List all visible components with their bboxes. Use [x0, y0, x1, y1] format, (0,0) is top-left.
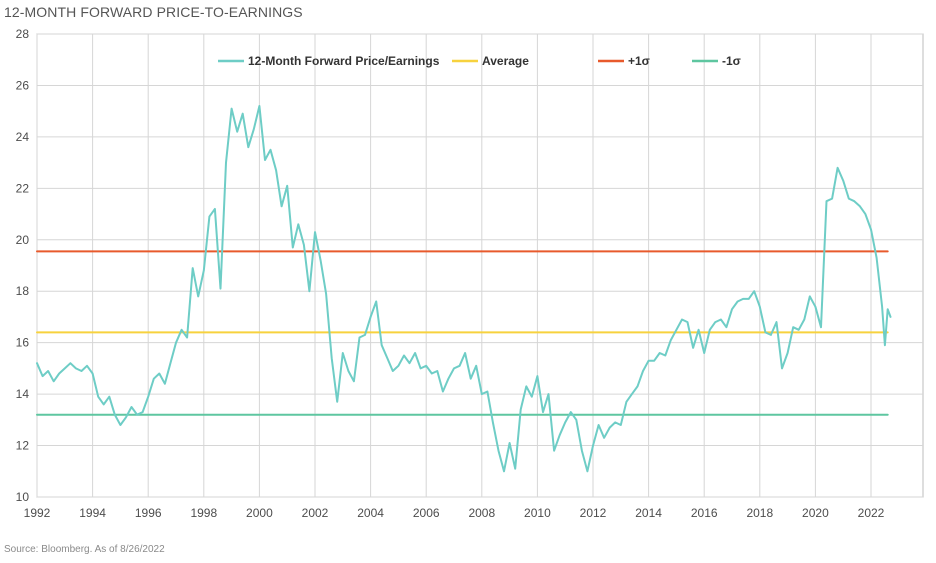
x-tick-label: 1992 [24, 506, 51, 520]
y-tick-label: 12 [16, 439, 30, 453]
y-tick-label: 16 [16, 336, 30, 350]
y-tick-label: 24 [16, 130, 30, 144]
legend-label-2: +1σ [628, 54, 650, 68]
legend-label-1: Average [482, 54, 529, 68]
x-tick-label: 2006 [413, 506, 440, 520]
x-tick-label: 2020 [802, 506, 829, 520]
legend: 12-Month Forward Price/Earnings Average +1… [218, 54, 741, 68]
legend-label-3: -1σ [722, 54, 741, 68]
y-tick-label: 28 [16, 27, 30, 41]
y-tick-label: 20 [16, 233, 30, 247]
y-tick-label: 14 [16, 387, 30, 401]
y-tick-label: 10 [16, 490, 30, 504]
x-tick-label: 2014 [635, 506, 662, 520]
series-layer [36, 105, 892, 473]
x-tick-label: 2012 [580, 506, 607, 520]
x-tick-label: 2022 [858, 506, 885, 520]
source-note: Source: Bloomberg. As of 8/26/2022 [4, 544, 165, 555]
y-tick-label: 26 [16, 78, 30, 92]
plot-area-frame [36, 33, 924, 498]
y-tick-label: 22 [16, 181, 30, 195]
x-tick-label: 1994 [79, 506, 106, 520]
series-line-0 [36, 105, 892, 473]
y-tick-label: 18 [16, 284, 30, 298]
x-tick-label: 2000 [246, 506, 273, 520]
x-tick-label: 2004 [357, 506, 384, 520]
gridlines [36, 33, 923, 498]
x-tick-label: 2002 [302, 506, 329, 520]
legend-label-0: 12-Month Forward Price/Earnings [248, 54, 440, 68]
x-tick-label: 2010 [524, 506, 551, 520]
x-tick-label: 2018 [746, 506, 773, 520]
x-tick-label: 2008 [468, 506, 495, 520]
chart-title: 12-MONTH FORWARD PRICE-TO-EARNINGS [4, 4, 303, 20]
x-tick-label: 1996 [135, 506, 162, 520]
x-tick-label: 2016 [691, 506, 718, 520]
x-tick-label: 1998 [190, 506, 217, 520]
